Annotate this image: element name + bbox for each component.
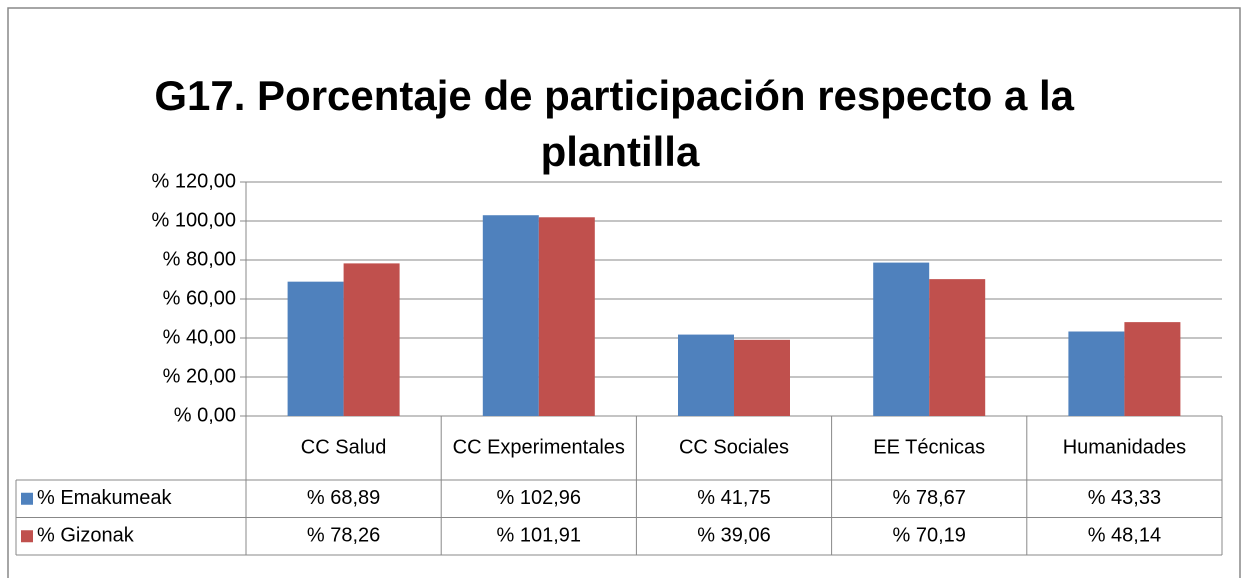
legend-label: % Emakumeak xyxy=(37,487,172,509)
x-tick-label: Humanidades xyxy=(1063,436,1186,458)
bar xyxy=(734,339,790,416)
bar xyxy=(1124,322,1181,416)
bar xyxy=(929,279,986,416)
table-value: % 39,06 xyxy=(697,525,770,547)
y-tick-label: % 100,00 xyxy=(151,209,236,231)
table-value: % 101,91 xyxy=(497,525,582,547)
bar xyxy=(538,217,595,416)
y-tick-label: % 20,00 xyxy=(163,365,236,387)
table-value: % 78,67 xyxy=(893,487,966,509)
legend-key xyxy=(21,492,33,505)
table-value: % 78,26 xyxy=(307,525,380,547)
y-tick-label: % 80,00 xyxy=(163,248,236,270)
y-tick-label: % 60,00 xyxy=(163,287,236,309)
x-tick-label: CC Experimentales xyxy=(453,436,625,458)
table-value: % 41,75 xyxy=(697,487,770,509)
x-tick-label: CC Salud xyxy=(301,436,387,458)
bar xyxy=(287,281,344,416)
bar xyxy=(343,263,400,416)
legend-label: % Gizonak xyxy=(37,525,135,547)
table-value: % 102,96 xyxy=(497,487,582,509)
table-value: % 70,19 xyxy=(893,525,966,547)
chart-title: G17. Porcentaje de participación respect… xyxy=(154,72,1085,175)
y-tick-label: % 40,00 xyxy=(163,326,236,348)
x-tick-label: EE Técnicas xyxy=(873,436,985,458)
bar xyxy=(678,334,734,416)
y-tick-label: % 0,00 xyxy=(174,404,236,426)
table-value: % 43,33 xyxy=(1088,487,1161,509)
y-tick-label: % 120,00 xyxy=(151,170,236,192)
table-value: % 48,14 xyxy=(1088,525,1161,547)
table-value: % 68,89 xyxy=(307,487,380,509)
legend-key xyxy=(21,530,33,543)
bar xyxy=(873,262,930,416)
x-tick-label: CC Sociales xyxy=(679,436,789,458)
bar xyxy=(482,215,539,416)
bar xyxy=(1068,331,1125,416)
chart-border xyxy=(7,7,1241,578)
